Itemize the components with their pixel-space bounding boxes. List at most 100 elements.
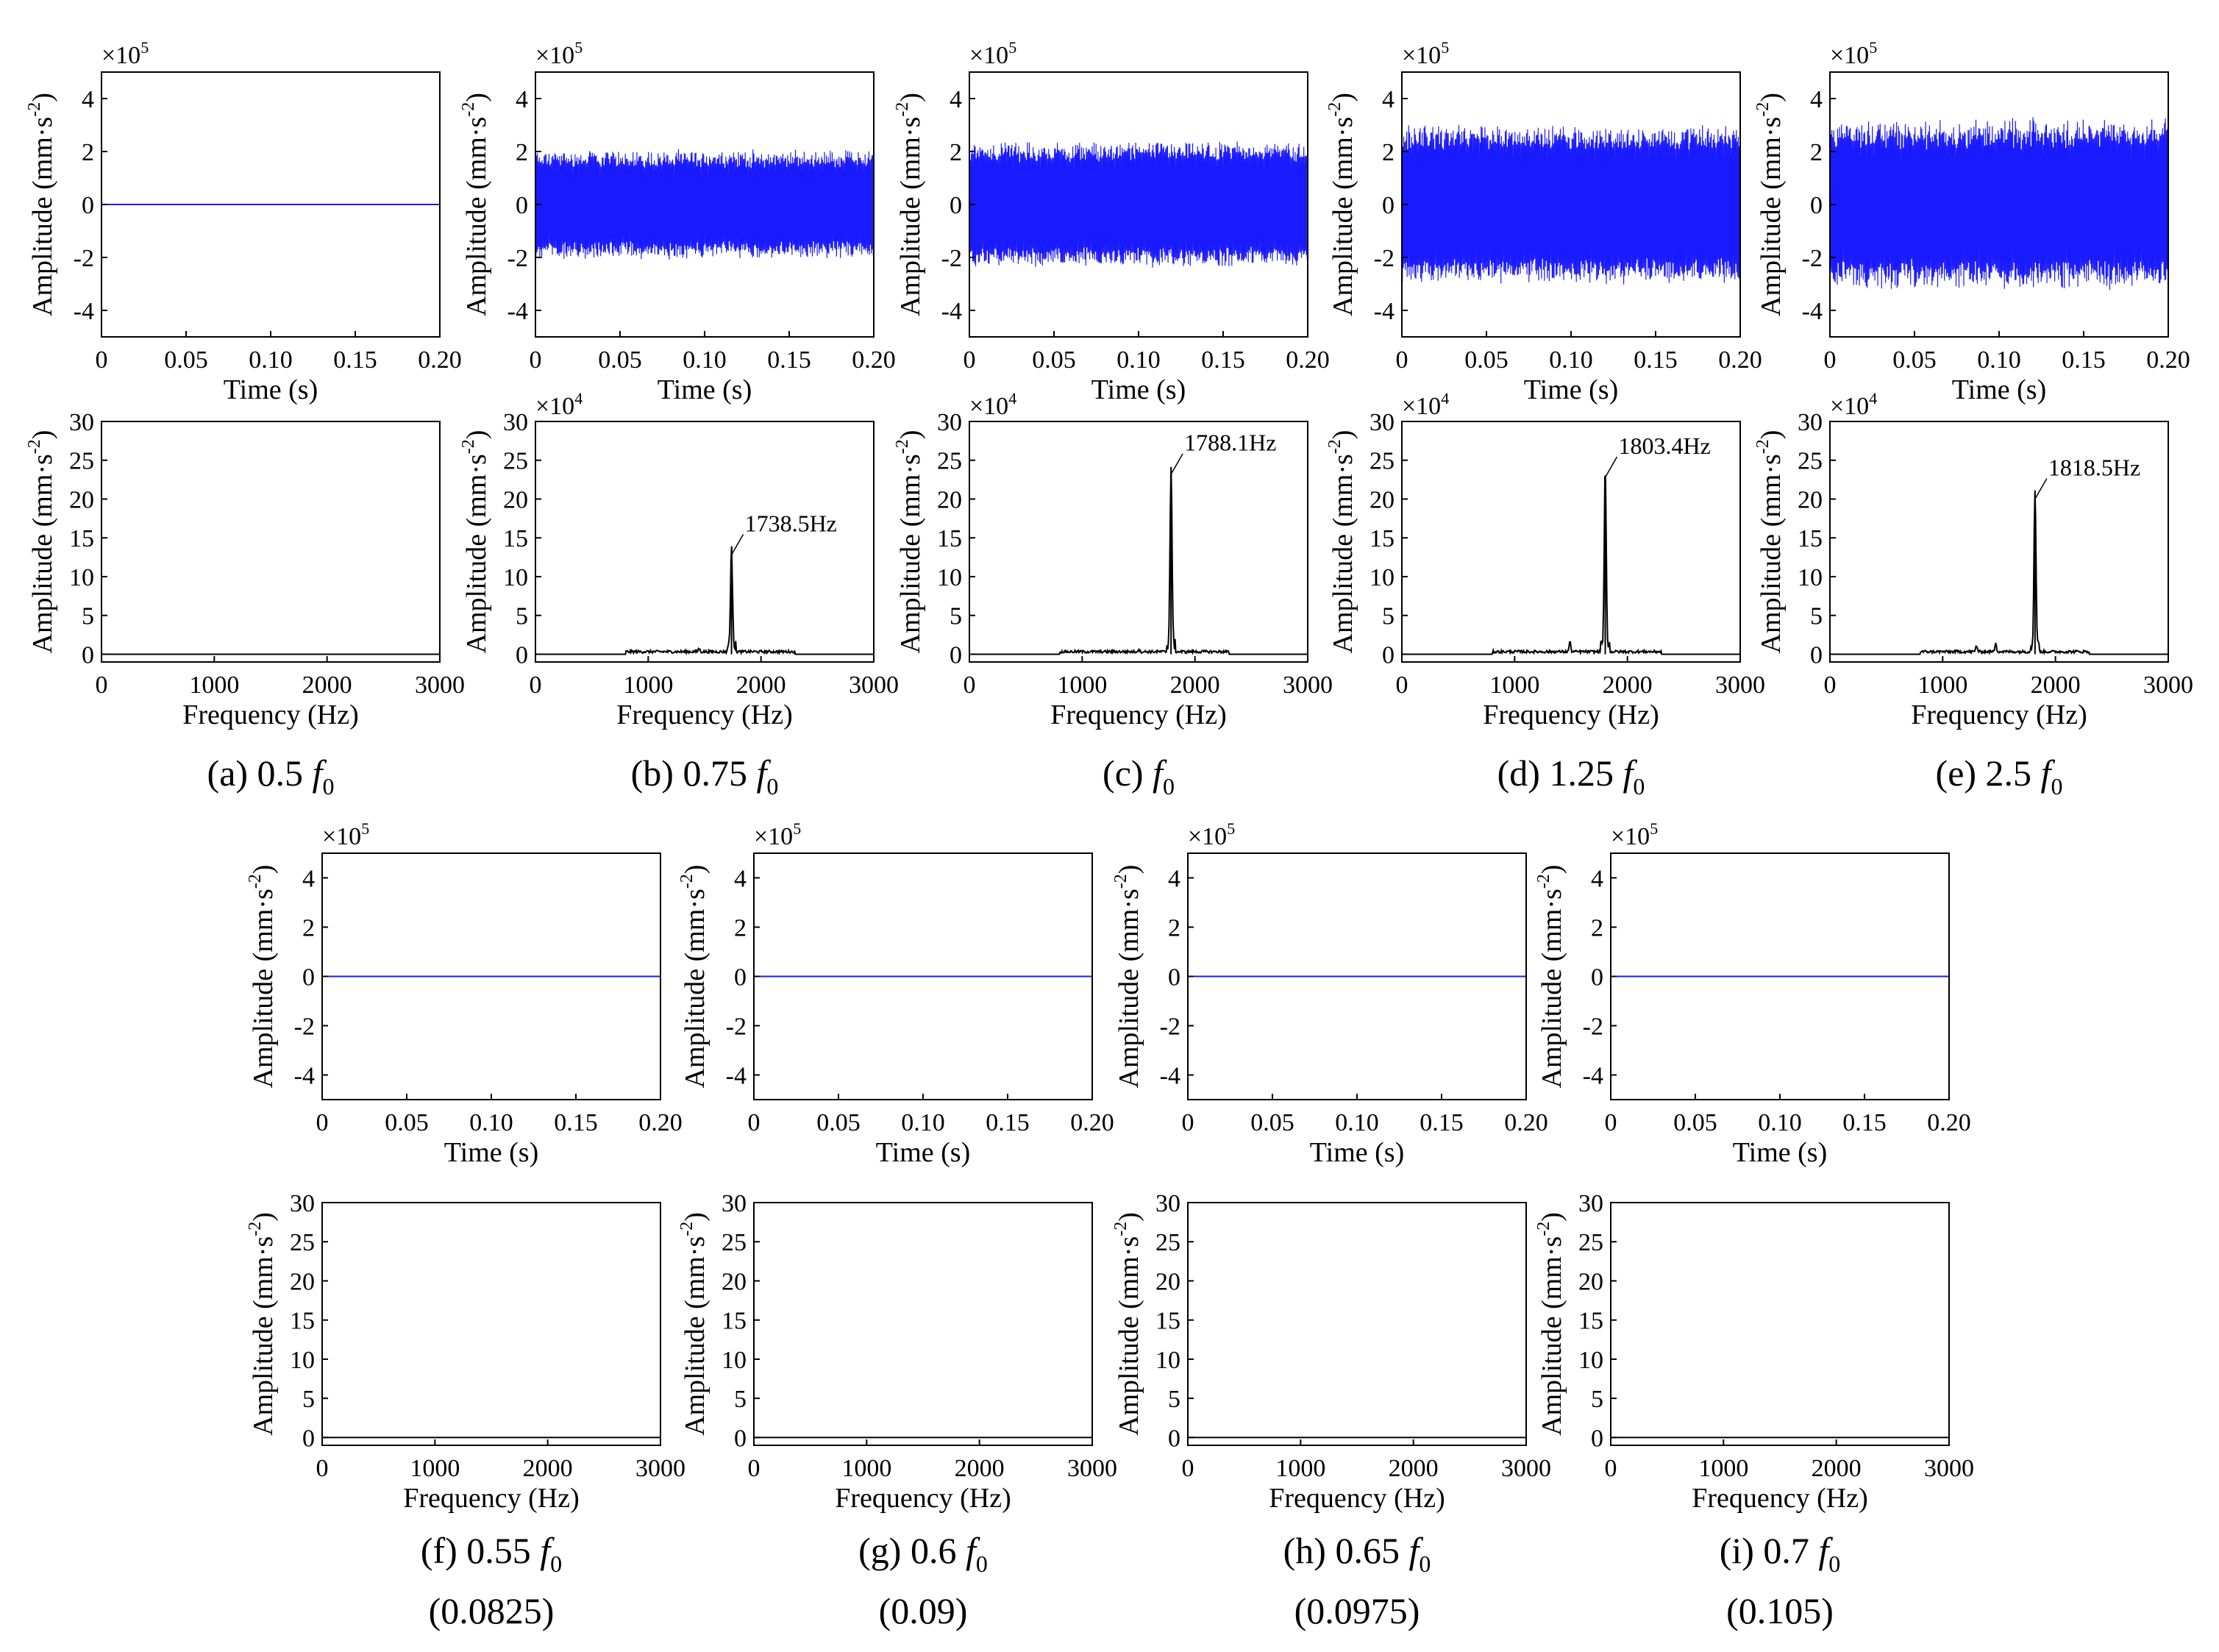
y-tick-label: 20 (290, 1268, 315, 1295)
plot-frame (1187, 1202, 1527, 1446)
y-axis-label: Amplitude (mm·s-2) (459, 93, 492, 316)
y-axis-label-superscript: -2 (1753, 439, 1773, 454)
y-tick-label: 15 (722, 1308, 747, 1335)
y-tick-label: 25 (503, 448, 528, 475)
y-tick-label: 30 (1798, 409, 1823, 436)
y-tick-label: 4 (1168, 866, 1180, 893)
y-axis-label-close: ) (680, 1212, 710, 1222)
y-axis-label-superscript: -2 (1534, 874, 1553, 889)
y-multiplier-exponent: 4 (1008, 389, 1016, 407)
y-multiplier: ×104 (535, 389, 583, 420)
caption-prefix: (h) 0.65 (1283, 1530, 1409, 1571)
y-axis-label: Amplitude (mm·s-2) (1534, 1212, 1567, 1436)
y-axis-label: Amplitude (mm·s-2) (25, 93, 58, 316)
y-axis-label-close: ) (461, 430, 492, 440)
y-multiplier-base: ×10 (1830, 393, 1869, 420)
y-axis-label-close: ) (27, 430, 58, 440)
annotation-leader (730, 534, 744, 555)
y-tick-label: 30 (1578, 1190, 1603, 1217)
y-tick-label: 0 (82, 192, 94, 219)
panel-caption: (d) 1.25 f0 (1497, 752, 1645, 800)
x-axis-label: Time (s) (876, 1137, 970, 1168)
y-multiplier: ×104 (1830, 389, 1877, 420)
y-axis-label: Amplitude (mm·s-2) (677, 1212, 710, 1436)
y-multiplier: ×104 (969, 389, 1016, 420)
x-tick-label: 0 (1824, 346, 1837, 374)
y-multiplier-base: ×10 (1402, 42, 1441, 69)
x-axis-label: Time (s) (1524, 374, 1618, 405)
x-tick-label: 0 (1182, 1109, 1194, 1136)
y-tick-label: 0 (82, 641, 94, 669)
y-tick-label: 30 (1369, 409, 1395, 436)
y-tick-label: 10 (1578, 1347, 1603, 1374)
caption-e: (e) 2.5 f0 (1936, 752, 2063, 800)
y-tick-label: 15 (503, 525, 528, 552)
y-tick-label: -2 (294, 1014, 315, 1041)
y-multiplier-exponent: 5 (1008, 38, 1016, 57)
y-tick-label: 20 (1798, 486, 1823, 513)
y-tick-label: 20 (722, 1268, 747, 1295)
caption-a: (a) 0.5 f0 (207, 752, 335, 800)
y-multiplier-exponent: 5 (1869, 38, 1877, 57)
x-tick-label: 0 (748, 1109, 761, 1136)
x-axis-label: Time (s) (1091, 374, 1186, 405)
y-tick-label: 10 (1798, 564, 1823, 591)
y-tick-label: 10 (290, 1347, 315, 1374)
y-tick-label: -4 (507, 298, 528, 325)
y-axis-label-superscript: -2 (893, 102, 912, 117)
x-tick-label: 0 (1396, 672, 1408, 699)
y-multiplier-base: ×10 (101, 42, 140, 69)
y-tick-label: 10 (722, 1347, 747, 1374)
y-axis-label: Amplitude (mm·s-2) (25, 430, 58, 654)
y-multiplier-exponent: 5 (1650, 819, 1658, 838)
plot-frame (535, 421, 875, 663)
x-tick-label: 3000 (1283, 672, 1333, 699)
y-tick-label: 5 (950, 603, 962, 630)
y-axis-label: Amplitude (mm·s-2) (1534, 865, 1567, 1089)
x-tick-label: 3000 (635, 1455, 685, 1482)
y-tick-label: 20 (1578, 1268, 1603, 1295)
caption-h: (h) 0.65 f0 (0.0975) (1283, 1530, 1431, 1631)
x-tick-label: 1000 (623, 672, 673, 699)
y-tick-label: 0 (302, 1425, 315, 1452)
y-tick-label: 10 (1369, 564, 1395, 591)
caption-subscript: 0 (2051, 773, 2062, 800)
y-multiplier: ×105 (322, 819, 369, 850)
caption-subscript: 0 (550, 1550, 562, 1577)
x-tick-label: 3000 (415, 672, 465, 699)
y-tick-label: 2 (302, 915, 315, 942)
x-axis-label: Time (s) (1733, 1137, 1827, 1168)
x-tick-label: 0 (96, 672, 108, 699)
y-axis-label-superscript: -2 (246, 874, 265, 889)
caption-prefix: (i) 0.7 (1720, 1530, 1819, 1571)
x-tick-label: 0.15 (1842, 1109, 1887, 1136)
y-axis-label-text: Amplitude (mm·s (27, 117, 58, 316)
y-tick-label: 4 (302, 866, 315, 893)
y-multiplier-base: ×10 (969, 42, 1008, 69)
y-axis-label-text: Amplitude (mm·s (461, 117, 492, 316)
plot-frame (321, 1202, 661, 1446)
y-multiplier-exponent: 5 (574, 38, 583, 57)
y-tick-label: 20 (1155, 1268, 1180, 1295)
y-tick-label: 5 (1591, 1386, 1603, 1413)
y-tick-label: 30 (722, 1190, 747, 1217)
x-tick-label: 0.20 (2146, 346, 2190, 374)
y-tick-label: 2 (734, 915, 747, 942)
x-tick-label: 0.10 (1335, 1109, 1379, 1136)
y-multiplier-exponent: 5 (1441, 38, 1449, 57)
y-axis-label: Amplitude (mm·s-2) (246, 865, 279, 1089)
y-multiplier-exponent: 4 (574, 389, 583, 407)
y-axis-label-close: ) (461, 93, 492, 102)
y-axis-label-superscript: -2 (1325, 439, 1344, 454)
y-multiplier-base: ×10 (1830, 42, 1869, 69)
spectrum-chart-f: 30 25 20 15 10 5 00 1000 2000 3000 Frequency (Hz) A… (246, 1190, 685, 1514)
y-tick-label: 15 (69, 525, 94, 552)
y-multiplier-exponent: 5 (361, 819, 369, 838)
x-tick-label: 0.10 (469, 1109, 513, 1136)
y-axis-label-close: ) (895, 430, 926, 440)
y-axis-label-text: Amplitude (mm·s (1114, 1236, 1144, 1436)
y-axis-label-text: Amplitude (mm·s (1756, 117, 1787, 316)
x-tick-label: 2000 (302, 672, 352, 699)
